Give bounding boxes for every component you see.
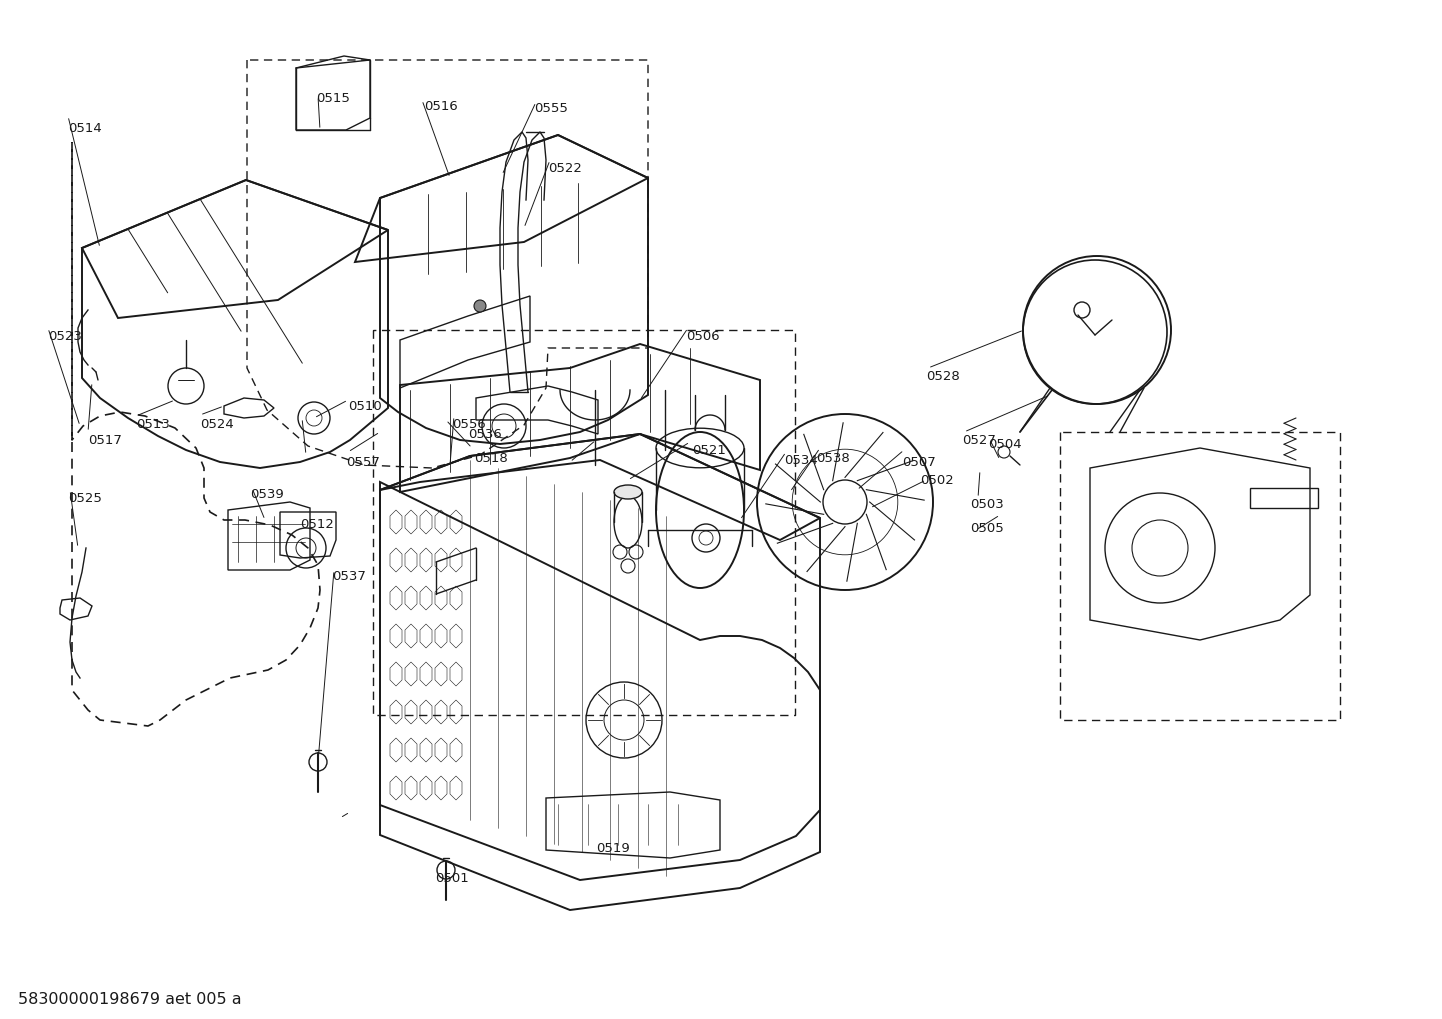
Text: 0512: 0512 bbox=[300, 518, 335, 531]
Text: 58300000198679 aet 005 a: 58300000198679 aet 005 a bbox=[17, 993, 242, 1008]
Text: 0556: 0556 bbox=[451, 418, 486, 430]
Text: 0515: 0515 bbox=[316, 92, 350, 105]
Text: 0514: 0514 bbox=[68, 121, 102, 135]
Text: 0534: 0534 bbox=[784, 453, 818, 467]
Text: 0518: 0518 bbox=[474, 451, 508, 465]
Text: 0536: 0536 bbox=[469, 428, 502, 440]
Text: 0525: 0525 bbox=[68, 491, 102, 504]
Text: 0521: 0521 bbox=[692, 443, 725, 457]
Text: 0516: 0516 bbox=[424, 100, 457, 112]
Circle shape bbox=[474, 300, 486, 312]
Text: 0506: 0506 bbox=[686, 329, 720, 342]
Ellipse shape bbox=[614, 485, 642, 499]
Text: 0505: 0505 bbox=[970, 522, 1004, 535]
Text: 0523: 0523 bbox=[48, 329, 82, 342]
Text: 0555: 0555 bbox=[534, 102, 568, 114]
Text: 0528: 0528 bbox=[926, 370, 960, 382]
Text: 0507: 0507 bbox=[903, 455, 936, 469]
Text: 0513: 0513 bbox=[136, 418, 170, 430]
Text: 0502: 0502 bbox=[920, 474, 953, 486]
Text: 0522: 0522 bbox=[548, 161, 583, 174]
Text: 0538: 0538 bbox=[816, 451, 849, 465]
Text: 0524: 0524 bbox=[200, 418, 234, 430]
Text: 0539: 0539 bbox=[249, 487, 284, 500]
Text: 0504: 0504 bbox=[988, 437, 1021, 450]
Text: 0501: 0501 bbox=[435, 871, 469, 884]
Text: 0537: 0537 bbox=[332, 570, 366, 583]
Text: 0557: 0557 bbox=[346, 455, 379, 469]
Text: 0517: 0517 bbox=[88, 433, 123, 446]
Text: 0510: 0510 bbox=[348, 399, 382, 413]
Text: 0519: 0519 bbox=[596, 842, 630, 855]
Text: 0503: 0503 bbox=[970, 497, 1004, 511]
Text: 0527: 0527 bbox=[962, 433, 996, 446]
